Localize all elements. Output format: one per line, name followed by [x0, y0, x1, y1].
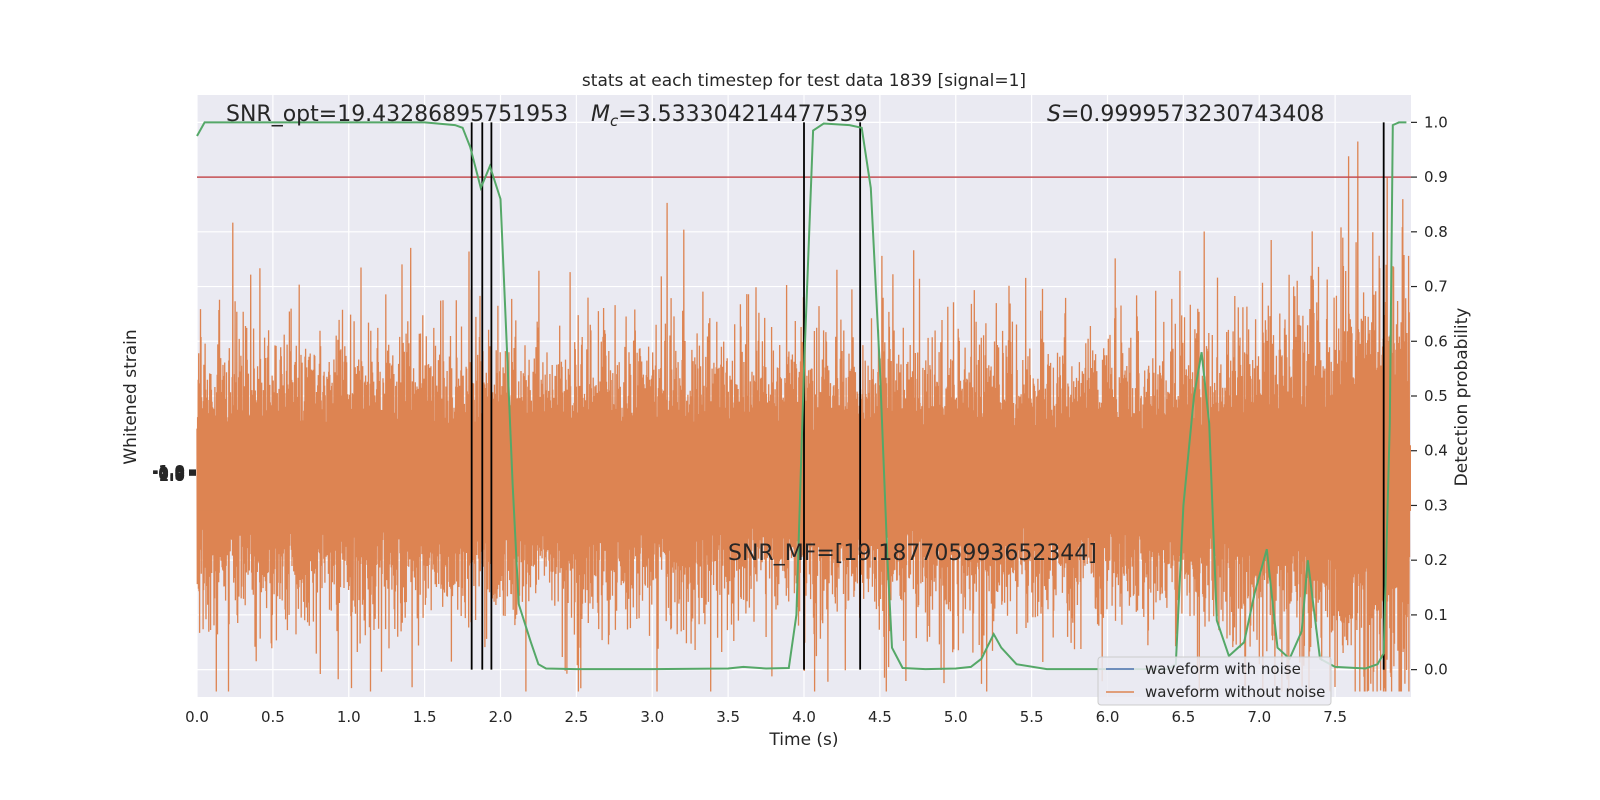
snr-opt-annotation: SNR_opt=19.43286895751953: [226, 102, 568, 127]
y-right-tick-label: 0.5: [1424, 387, 1448, 405]
y-left-tick-label: 0.5: [158, 466, 185, 484]
y-right-tick-label: 0.6: [1424, 332, 1448, 350]
y-right-tick-labels: 0.0 0.1 0.2 0.3 0.4 0.5 0.6 0.7 0.8 0.9 1.0: [1411, 113, 1448, 679]
x-tick-label: 6.0: [1096, 708, 1120, 726]
s-value: =0.9999573230743408: [1061, 102, 1324, 127]
x-tick-label: 7.0: [1247, 708, 1271, 726]
y-left-tick-label: 1.0: [158, 467, 185, 485]
y-left-tick-labels: -1.0-0.50.00.51.0: [152, 462, 196, 485]
y-right-tick-label: 0.4: [1424, 442, 1448, 460]
x-tick-label: 4.5: [868, 708, 892, 726]
snr-mf-annotation: SNR_MF=[19.187705993652344]: [728, 541, 1097, 566]
mc-value: =3.533304214477539: [618, 102, 867, 127]
mc-subscript: c: [610, 112, 619, 130]
mc-annotation: Mc=3.533304214477539: [591, 102, 868, 130]
x-tick-label: 2.5: [564, 708, 588, 726]
y-left-axis-label: Whitened strain: [121, 329, 141, 464]
y-left-tick-label: -1.0: [152, 462, 185, 480]
x-tick-label: 0.5: [261, 708, 285, 726]
x-tick-label: 6.5: [1171, 708, 1195, 726]
y-left-tick-label: 0.0: [158, 465, 185, 483]
legend-box: [1097, 656, 1332, 706]
chart-title: stats at each timestep for test data 183…: [582, 71, 1026, 91]
mc-symbol: M: [591, 102, 610, 127]
s-annotation: S=0.9999573230743408: [1047, 102, 1324, 127]
y-right-tick-label: 0.2: [1424, 551, 1448, 569]
x-tick-labels: 0.0 0.5 1.0 1.5 2.0 2.5 3.0 3.5 4.0 4.5 5.0 5.5 6.0 6…: [185, 708, 1347, 726]
x-tick-label: 1.5: [413, 708, 437, 726]
x-tick-label: 1.0: [337, 708, 361, 726]
legend-label-with-noise: waveform with noise: [1145, 660, 1301, 678]
s-symbol: S: [1047, 102, 1061, 127]
y-right-tick-label: 1.0: [1424, 113, 1448, 131]
vertical-lines: [470, 122, 1385, 670]
x-tick-label: 4.0: [792, 708, 816, 726]
x-axis-label: Time (s): [768, 730, 838, 750]
x-tick-label: 0.0: [185, 708, 209, 726]
x-tick-label: 5.0: [944, 708, 968, 726]
x-tick-label: 5.5: [1020, 708, 1044, 726]
y-right-tick-label: 0.8: [1424, 223, 1448, 241]
y-left-tick-label: -0.5: [152, 463, 185, 481]
y-right-tick-label: 0.7: [1424, 278, 1448, 296]
y-right-tick-label: 0.9: [1424, 168, 1448, 186]
y-right-axis-label: Detection probability: [1452, 308, 1472, 487]
x-tick-label: 3.5: [716, 708, 740, 726]
legend-label-without-noise: waveform without noise: [1145, 683, 1325, 701]
y-right-tick-label: 0.3: [1424, 496, 1448, 514]
x-tick-label: 2.0: [489, 708, 513, 726]
legend: waveform with noise waveform without noi…: [1097, 656, 1332, 706]
x-tick-label: 3.0: [640, 708, 664, 726]
y-right-tick-label: 0.0: [1424, 661, 1448, 679]
y-right-tick-label: 0.1: [1424, 606, 1448, 624]
x-tick-label: 7.5: [1323, 708, 1347, 726]
